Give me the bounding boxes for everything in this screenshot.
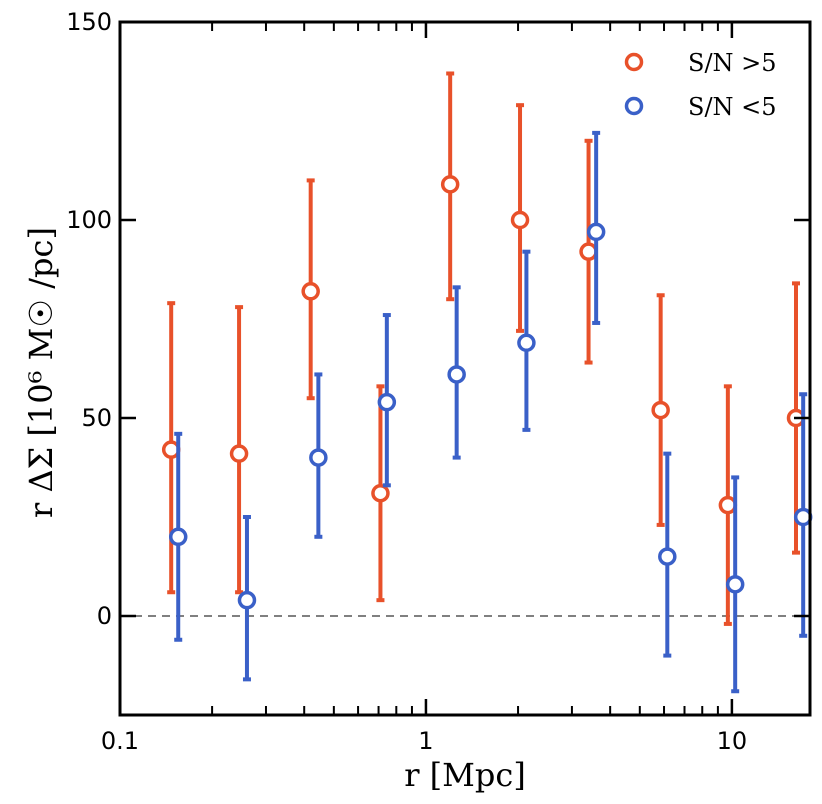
data-point bbox=[651, 400, 670, 420]
data-point bbox=[725, 575, 745, 594]
data-point bbox=[793, 507, 813, 527]
data-layer bbox=[161, 71, 813, 694]
series-snr-high bbox=[161, 71, 806, 626]
legend: S/N >5 S/N <5 bbox=[624, 49, 777, 121]
y-axis-label: r ΔΣ [10⁶ M☉ /pc] bbox=[22, 227, 60, 518]
legend-label: S/N <5 bbox=[688, 93, 777, 121]
data-point bbox=[517, 333, 536, 353]
y-tick-label: 100 bbox=[66, 206, 112, 234]
legend-marker bbox=[624, 96, 644, 116]
x-axis-label: r [Mpc] bbox=[404, 756, 526, 794]
y-tick-label: 0 bbox=[97, 602, 112, 630]
data-point bbox=[579, 242, 598, 261]
y-tick-label: 50 bbox=[81, 404, 112, 432]
plot-frame bbox=[118, 20, 812, 717]
data-point bbox=[168, 527, 188, 547]
data-point bbox=[447, 365, 466, 384]
x-tick-label: 0.1 bbox=[101, 727, 139, 755]
data-point bbox=[301, 282, 320, 301]
data-point bbox=[586, 222, 606, 242]
data-point bbox=[718, 495, 738, 515]
series-snr-low bbox=[168, 130, 813, 694]
data-point bbox=[440, 175, 460, 194]
data-point bbox=[510, 210, 530, 230]
x-tick-label: 1 bbox=[418, 727, 433, 755]
data-point bbox=[237, 590, 257, 610]
data-point bbox=[309, 448, 328, 467]
x-tick-label: 10 bbox=[717, 727, 748, 755]
data-point bbox=[658, 547, 677, 566]
legend-label: S/N >5 bbox=[688, 49, 777, 77]
y-tick-label: 150 bbox=[66, 8, 112, 36]
legend-marker bbox=[624, 52, 644, 72]
data-point bbox=[377, 392, 397, 412]
data-point bbox=[229, 444, 249, 463]
data-point bbox=[371, 483, 390, 503]
